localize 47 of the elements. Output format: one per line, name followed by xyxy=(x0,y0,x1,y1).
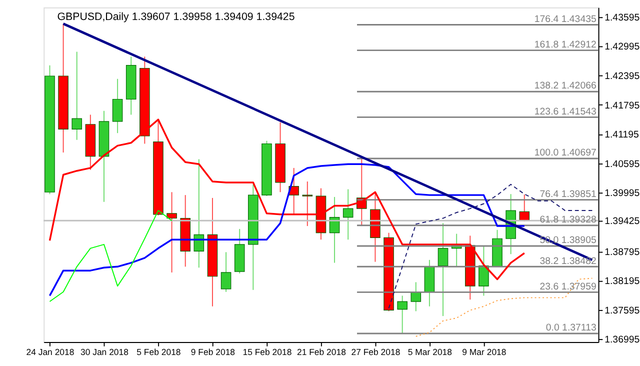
candlestick xyxy=(438,222,448,317)
line-series xyxy=(48,163,526,297)
ref-line-label: 176.4 1.43435 xyxy=(534,14,596,25)
ref-line-label: 100.0 1.40697 xyxy=(534,148,596,159)
y-tick-label: 1.42995 xyxy=(604,42,640,53)
ref-line-label: 23.6 1.37959 xyxy=(540,281,596,292)
candlestick xyxy=(302,181,313,227)
x-tick-label: 21 Feb 2018 xyxy=(296,347,346,358)
candlestick xyxy=(519,194,530,222)
candlestick xyxy=(397,295,408,334)
y-tick-label: 1.38795 xyxy=(604,246,640,258)
candlestick xyxy=(112,78,123,134)
y-tick-label: 1.36995 xyxy=(604,334,640,346)
candlestick xyxy=(410,282,422,312)
x-tick-label: 24 Jan 2018 xyxy=(26,347,74,358)
candlestick xyxy=(166,192,177,273)
x-tick-label: 30 Jan 2018 xyxy=(80,347,129,358)
line-series xyxy=(49,210,172,302)
y-tick-label: 1.43595 xyxy=(604,12,640,24)
ref-line-label: 0.0 1.37113 xyxy=(546,322,596,334)
y-tick-label: 1.38195 xyxy=(604,276,640,288)
candlestick xyxy=(478,246,489,296)
ref-line-label: 138.2 1.42066 xyxy=(534,80,596,92)
ref-line-label: 38.2 1.38482 xyxy=(540,256,596,267)
y-tick-label: 1.41195 xyxy=(604,130,639,141)
ref-line-label: 61.8 1.39328 xyxy=(540,214,596,226)
x-tick-label: 9 Mar 2018 xyxy=(462,347,506,358)
x-tick-label: 9 Feb 2018 xyxy=(190,347,236,358)
x-tick-label: 27 Feb 2018 xyxy=(351,347,400,358)
ref-line-label: 123.6 1.41543 xyxy=(534,106,596,118)
y-tick-label: 1.39995 xyxy=(604,188,640,200)
y-tick-label: 1.37595 xyxy=(604,305,640,316)
y-tick-label: 1.39425 xyxy=(604,216,640,227)
y-tick-label: 1.42395 xyxy=(604,70,640,82)
ref-line-label: 161.8 1.42912 xyxy=(534,39,596,50)
candlestick xyxy=(288,167,299,214)
y-tick-label: 1.40595 xyxy=(604,158,640,170)
y-tick-label: 1.41795 xyxy=(604,100,640,112)
x-tick-label: 15 Feb 2018 xyxy=(242,347,292,358)
x-tick-label: 5 Mar 2018 xyxy=(408,347,452,358)
candlestick xyxy=(342,188,354,240)
chart-title: GBPUSD,Daily 1.39607 1.39958 1.39409 1.39425 xyxy=(57,11,295,24)
candlestick xyxy=(194,158,204,268)
x-tick-label: 5 Feb 2018 xyxy=(136,347,181,358)
ref-line-label: 76.4 1.39851 xyxy=(540,188,596,200)
candlestick xyxy=(72,51,82,140)
candlestick xyxy=(220,252,232,292)
